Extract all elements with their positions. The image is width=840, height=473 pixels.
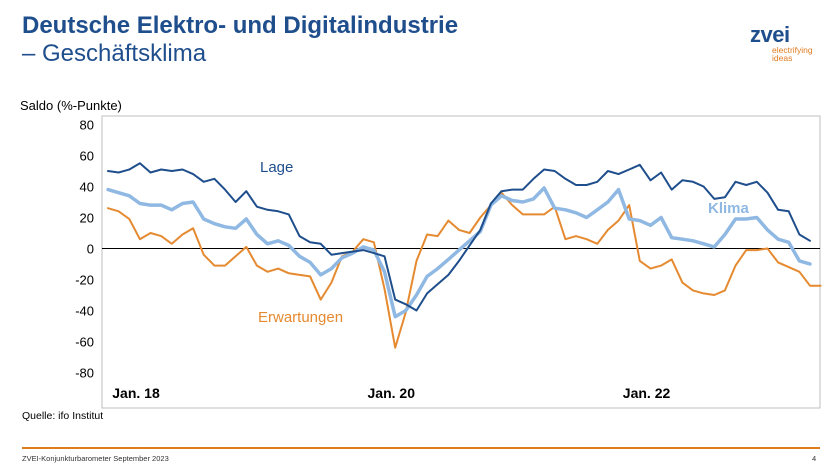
source-note: Quelle: ifo Institut (22, 410, 104, 422)
series-label-erwartungen: Erwartungen (258, 309, 343, 326)
title-line-2: – Geschäftsklima (22, 40, 207, 67)
y-tick-label: 0 (87, 242, 94, 257)
footer-divider (22, 447, 820, 449)
x-tick-label: Jan. 20 (368, 385, 416, 401)
y-tick-label: 20 (80, 211, 94, 226)
footer-text: ZVEI-Konjunkturbarometer September 2023 (22, 454, 169, 463)
y-tick-label: -60 (75, 335, 94, 350)
y-tick-label: 40 (80, 180, 94, 195)
series-line-klima (106, 186, 812, 319)
y-tick-label: 80 (80, 118, 94, 133)
series-line-lage (107, 162, 811, 312)
x-axis: Jan. 18 Jan. 20 Jan. 22 (112, 385, 670, 401)
zvei-logo: zvei electrifying ideas (750, 22, 820, 63)
page-number: 4 (812, 454, 817, 463)
series-label-klima: Klima (708, 200, 750, 217)
logo-wordmark: zvei (750, 22, 790, 47)
y-axis: 80 60 40 20 0 -20 -40 -60 -80 (75, 118, 94, 381)
series-lines (106, 162, 822, 349)
plot-area (101, 115, 821, 409)
y-axis-label: Saldo (%-Punkte) (20, 98, 122, 113)
series-labels: Lage Klima Erwartungen (258, 159, 750, 326)
page-title: Deutsche Elektro- und Digitalindustrie –… (22, 12, 458, 68)
x-tick-label: Jan. 18 (112, 385, 160, 401)
series-label-lage: Lage (260, 159, 293, 176)
y-tick-label: 60 (80, 149, 94, 164)
x-tick-label: Jan. 22 (623, 385, 671, 401)
y-tick-label: -80 (75, 366, 94, 381)
title-line-1: Deutsche Elektro- und Digitalindustrie (22, 12, 459, 39)
logo-tagline-1: electrifying (772, 45, 813, 55)
logo-tagline-2: ideas (772, 53, 793, 63)
y-tick-label: -20 (75, 273, 94, 288)
y-tick-label: -40 (75, 304, 94, 319)
series-line-erwartungen (107, 191, 822, 349)
